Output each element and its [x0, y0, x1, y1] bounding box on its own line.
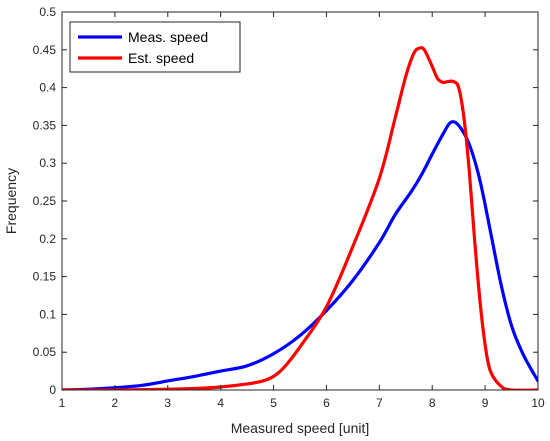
- x-tick-label: 5: [270, 396, 277, 410]
- x-tick-label: 2: [112, 396, 119, 410]
- y-tick-label: 0: [49, 383, 56, 397]
- x-tick-label: 3: [164, 396, 171, 410]
- x-tick-label: 10: [531, 396, 545, 410]
- y-tick-label: 0.05: [33, 345, 57, 359]
- series-line-est-speed: [62, 46, 538, 390]
- legend-label: Meas. speed: [128, 29, 208, 45]
- y-tick-label: 0.2: [39, 232, 56, 246]
- x-tick-label: 7: [376, 396, 383, 410]
- legend-label: Est. speed: [128, 50, 194, 66]
- y-axis: 0 0.05 0.1 0.15 0.2 0.25 0.3 0.35 0.4 0.45 0.5: [33, 5, 538, 397]
- series-layer: [62, 46, 538, 390]
- x-tick-label: 4: [217, 396, 224, 410]
- x-tick-label: 6: [323, 396, 330, 410]
- y-tick-label: 0.5: [39, 5, 56, 19]
- x-axis: 1 2 3 4 5 6 7 8 9 10: [59, 12, 545, 410]
- y-tick-label: 0.45: [33, 43, 57, 57]
- x-axis-label: Measured speed [unit]: [231, 420, 370, 436]
- x-tick-label: 9: [482, 396, 489, 410]
- x-tick-label: 8: [429, 396, 436, 410]
- legend: Meas. speed Est. speed: [69, 21, 241, 73]
- y-axis-label: Frequency: [3, 168, 19, 234]
- legend-box: [69, 21, 241, 73]
- y-tick-label: 0.3: [39, 156, 56, 170]
- y-tick-label: 0.1: [39, 307, 56, 321]
- x-tick-label: 1: [59, 396, 66, 410]
- y-tick-label: 0.15: [33, 270, 57, 284]
- plot-area: [62, 12, 538, 390]
- y-tick-label: 0.4: [39, 81, 56, 95]
- series-line-meas-speed: [62, 120, 538, 390]
- y-tick-label: 0.25: [33, 194, 57, 208]
- y-tick-label: 0.35: [33, 118, 57, 132]
